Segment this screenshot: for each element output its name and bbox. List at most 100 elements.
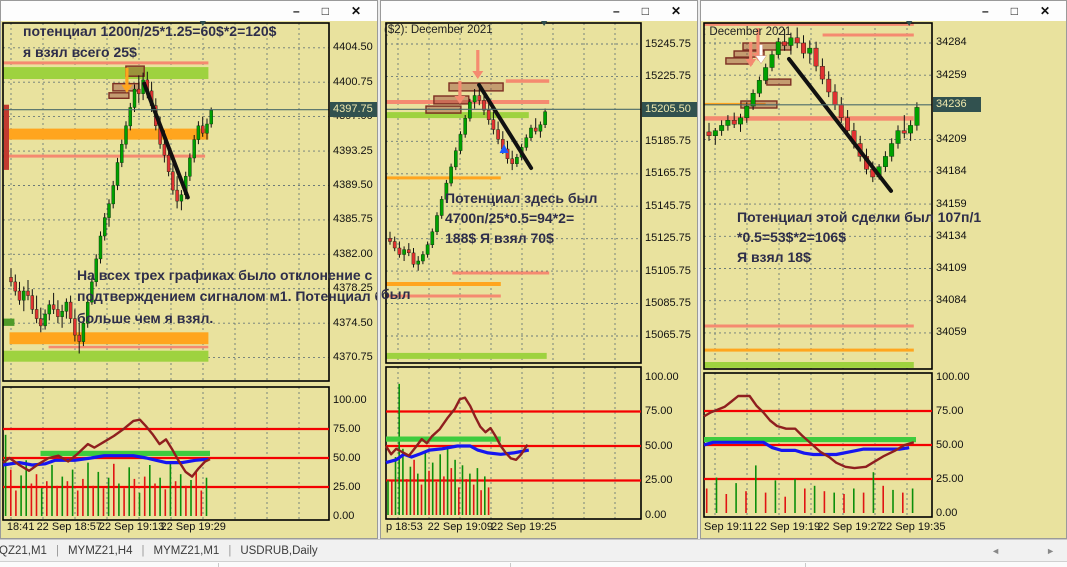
tab-separator: | [141, 545, 145, 557]
minimize-button[interactable]: – [613, 4, 620, 18]
tabs-container: QZ21,M1 | MYMZ21,H4 | MYMZ21,M1 | USDRUB,Daily [0, 545, 327, 557]
signal-arrow-icons [454, 50, 484, 104]
price-label: 15145.75 [645, 199, 691, 212]
chart-symbol-title: : December 2021 [703, 26, 792, 38]
chart-annotation: Я взял 18$ [737, 249, 811, 265]
chart-window-2: – □ ✕ ($2): December 2021 15245.75 15225.7… [380, 0, 698, 539]
price-label: 15065.75 [645, 329, 691, 342]
chart-annotation: был [381, 286, 411, 302]
indicator-histogram [387, 383, 490, 515]
price-label: 4385.75 [333, 213, 373, 226]
time-axis-label: p 18:53 [386, 521, 423, 533]
tab-separator: | [228, 545, 232, 557]
indicator-label: 25.00 [333, 480, 361, 493]
price-label: 4378.25 [333, 282, 373, 295]
price-label: 4370.75 [333, 351, 373, 364]
price-label: 34184 [936, 165, 967, 178]
bottom-tab-usdrub-daily[interactable]: USDRUB,Daily [240, 545, 318, 557]
price-label: 15165.75 [645, 167, 691, 180]
close-button[interactable]: ✕ [350, 4, 361, 18]
indicator-blue-line [703, 440, 910, 457]
main-plot-border [385, 22, 642, 364]
time-axis-label: 22 Sep 19:29 [160, 521, 226, 533]
tab-scroll-right-icon[interactable]: ► [1046, 546, 1055, 556]
time-axis-label: 18:41 [6, 521, 35, 533]
bottom-tab-qz21-m1[interactable]: QZ21,M1 [0, 545, 47, 557]
chart-plot-area[interactable] [701, 1, 1067, 539]
indicator-label: 0.00 [645, 508, 667, 521]
indicator-green-band [704, 437, 916, 443]
chart-annotation: потенциал 1200п/25*1.25=60$*2=120$ [23, 23, 277, 39]
status-divider [805, 563, 806, 567]
time-axis-label: 22 Sep 19:25 [491, 521, 557, 533]
price-label: 4382.00 [333, 247, 373, 260]
chart-plot-area[interactable] [381, 1, 698, 539]
price-label: 34209 [936, 133, 967, 146]
indicator-label: 75.00 [936, 404, 964, 417]
price-label: 15085.75 [645, 297, 691, 310]
bottom-tab-mymz21-h4[interactable]: MYMZ21,H4 [67, 545, 133, 557]
indicator-label: 25.00 [936, 472, 964, 485]
window-titlebar: – □ ✕ [1, 1, 377, 21]
bottom-tab-mymz21-m1[interactable]: MYMZ21,M1 [153, 545, 220, 557]
chart-annotation: На всех трех графиках было отклонение с [77, 267, 373, 283]
price-label: 34134 [936, 229, 967, 242]
time-axis-label: 22 Sep 19:13 [98, 521, 165, 533]
main-plot-border [2, 22, 330, 382]
indicator-oscillator-line [384, 396, 529, 461]
price-label: 34159 [936, 197, 967, 210]
tab-scroll-left-icon[interactable]: ◄ [991, 546, 1001, 556]
chart-annotation: 188$ Я взял 70$ [445, 230, 554, 246]
chart-annotation: *0.5=53$*2=106$ [737, 229, 846, 245]
indicator-label: 100.00 [333, 393, 367, 406]
minimize-button[interactable]: – [293, 4, 300, 18]
current-price-box: 15205.50 [642, 101, 697, 117]
current-price-box: 34236 [933, 97, 981, 113]
indicator-label: 50.00 [936, 438, 964, 451]
confirmation-marker-icon [499, 144, 509, 154]
indicator-panel-border [385, 366, 642, 520]
signal-arrow-icons [745, 28, 767, 67]
maximize-button[interactable]: □ [321, 4, 329, 18]
trend-line [142, 81, 190, 200]
status-strip [0, 561, 1067, 567]
minimize-button[interactable]: – [982, 4, 989, 18]
price-label: 4400.75 [333, 75, 373, 88]
tab-nav: ◄ ► [991, 546, 1067, 556]
chart-canvas[interactable] [701, 21, 1066, 538]
close-button[interactable]: ✕ [1039, 4, 1050, 18]
price-label: 4404.50 [333, 41, 373, 54]
indicator-histogram [4, 434, 208, 516]
chart-annotation: больше чем я взял. [77, 310, 214, 326]
price-label: 34059 [936, 326, 967, 339]
trend-line [787, 57, 893, 193]
price-label: 15105.75 [645, 264, 691, 277]
indicator-label: 100.00 [645, 370, 679, 383]
chart-symbol-title: ($2): December 2021 [384, 24, 493, 36]
price-label: 34109 [936, 261, 967, 274]
time-axis-label: 22 Sep 19:19 [754, 521, 821, 533]
time-axis-label: 22 Sep 19:09 [427, 521, 494, 533]
time-axis-label: Sep 19:11 [704, 521, 754, 533]
support-resistance-overlays [3, 61, 209, 362]
price-label: 4374.50 [333, 316, 373, 329]
indicator-label: 75.00 [645, 405, 673, 417]
main-plot-border [703, 22, 933, 370]
close-button[interactable]: ✕ [670, 4, 681, 18]
tab-separator: | [55, 545, 59, 557]
indicator-histogram [705, 465, 914, 513]
maximize-button[interactable]: □ [1010, 4, 1018, 18]
chart-plot-area[interactable] [1, 1, 378, 539]
indicator-label: 0.00 [333, 509, 355, 522]
indicator-green-band [40, 450, 210, 456]
grid-lines [386, 23, 641, 519]
indicator-label: 75.00 [333, 422, 361, 435]
maximize-button[interactable]: □ [641, 4, 649, 18]
chart-annotation: 4700п/25*0.5=94*2= [445, 210, 575, 226]
window-titlebar: – □ ✕ [701, 1, 1066, 21]
time-axis-label: 22 Sep 19:27 [817, 521, 883, 533]
signal-arrow-icons [121, 67, 133, 93]
price-label: 34259 [936, 68, 967, 81]
support-resistance-overlays [704, 22, 914, 368]
window-titlebar: – □ ✕ [381, 1, 697, 21]
